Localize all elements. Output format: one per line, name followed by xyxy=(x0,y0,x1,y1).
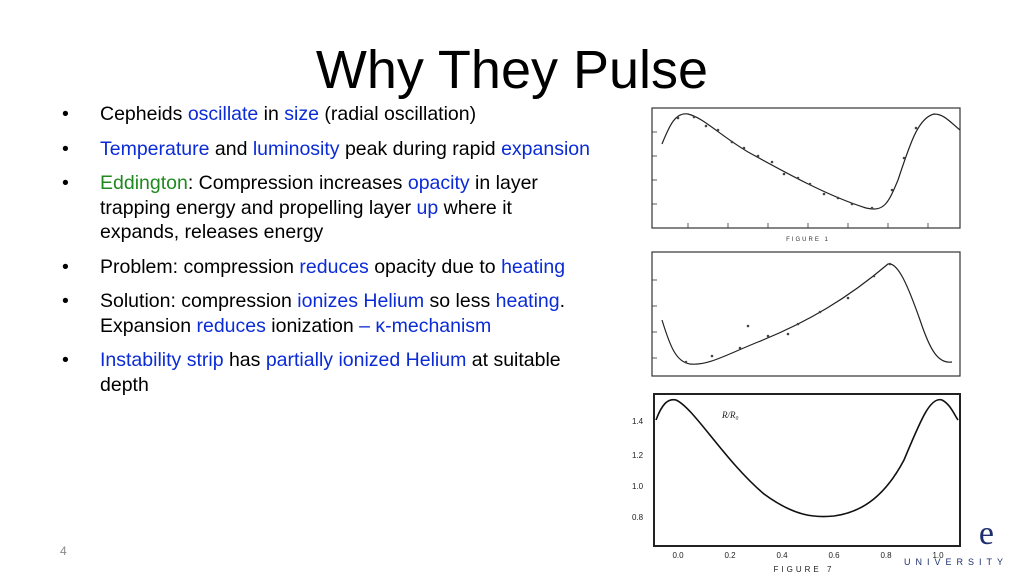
bullet-text: and xyxy=(209,137,253,160)
bullet-dot-icon: • xyxy=(62,137,69,160)
figure-frame xyxy=(651,251,961,377)
bullet-dot-icon: • xyxy=(62,290,69,312)
x-tick-label: 0.4 xyxy=(776,551,788,560)
logo-word: UNIVERSITY xyxy=(904,557,1009,567)
bullet-text: – κ-mechanism xyxy=(359,314,492,337)
bullet-item: • Solution: compression ionizes Helium so… xyxy=(62,289,592,338)
bullet-text: up xyxy=(416,196,439,219)
bullet-text: ionizes Helium xyxy=(297,290,425,312)
bullet-text: oscillate xyxy=(187,103,259,125)
bullet-list: • Cepheids oscillate in size (radial osci… xyxy=(62,102,592,407)
radius-curve-figure: 1.4 1.2 1.0 0.8 0.0 0.2 0.4 0.6 0.8 1.0 … xyxy=(624,390,968,576)
bullet-text: has xyxy=(223,349,266,371)
bullet-text: expansion xyxy=(501,137,590,160)
x-tick-label: 0.8 xyxy=(880,551,892,560)
bullet-text: peak during rapid xyxy=(339,137,502,160)
slide-title: Why They Pulse xyxy=(315,40,709,100)
logo-letter: e xyxy=(978,515,994,552)
bullet-dot-icon: • xyxy=(62,349,69,371)
bullet-item: • Cepheids oscillate in size (radial osci… xyxy=(62,102,592,127)
figure-ticks xyxy=(652,279,657,359)
x-tick-label: 0.0 xyxy=(672,551,684,560)
y-tick-label: 0.8 xyxy=(632,513,644,522)
y-tick-labels: 1.4 1.2 1.0 0.8 xyxy=(632,417,644,522)
bullet-item: • Temperature and luminosity peak during … xyxy=(62,137,592,162)
bullet-text: in xyxy=(258,103,285,125)
bullet-text: Eddington xyxy=(100,172,188,194)
bullet-text: Solution: compression xyxy=(100,290,298,312)
university-logo: e UNIVERSITY xyxy=(904,516,1008,572)
figure-frame xyxy=(651,107,961,229)
y-tick-label: 1.0 xyxy=(632,482,644,491)
bullet-text: in layer trapping energy and propelling … xyxy=(100,172,538,219)
bullet-text: size xyxy=(284,103,319,125)
x-tick-label: 0.2 xyxy=(724,551,736,560)
bullet-text: ionization xyxy=(265,314,360,337)
bullet-text: Instability strip xyxy=(100,349,224,371)
bullet-dot-icon: • xyxy=(62,172,69,194)
bullet-text: heating xyxy=(501,255,566,278)
bullet-text: so less xyxy=(424,290,496,312)
bullet-text: (radial oscillation) xyxy=(318,103,477,125)
bullet-text: reduces xyxy=(196,314,266,337)
bullet-text: partially ionized Helium xyxy=(265,349,467,371)
bullet-dot-icon: • xyxy=(62,103,69,125)
y-tick-label: 1.2 xyxy=(632,451,644,460)
bullet-text: Temperature xyxy=(100,137,210,160)
bullet-text: opacity xyxy=(407,172,470,194)
bullet-text: luminosity xyxy=(252,137,340,160)
figure-frame xyxy=(653,393,961,547)
light-curve-figure: FIGURE 1 xyxy=(648,104,966,244)
bullet-item: • Instability strip has partially ionized… xyxy=(62,348,592,397)
bullet-text: Problem: compression xyxy=(100,255,300,278)
bullet-text: Cepheids xyxy=(100,103,188,125)
bullet-text: where it expands, releases energy xyxy=(100,196,512,244)
light-curve-points xyxy=(676,115,918,210)
bullet-text: . Expansion xyxy=(100,290,566,337)
figure-ticks xyxy=(652,131,929,228)
bullet-item: • Problem: compression reduces opacity du… xyxy=(62,255,592,280)
bullet-text: heating xyxy=(495,290,560,312)
x-tick-label: 0.6 xyxy=(828,551,840,560)
velocity-curve-line xyxy=(661,263,953,365)
y-tick-label: 1.4 xyxy=(632,417,644,426)
bullet-text: opacity due to xyxy=(368,255,502,278)
radius-curve-line xyxy=(655,398,959,518)
bullet-text: reduces xyxy=(299,255,369,278)
page-number: 4 xyxy=(60,544,67,558)
velocity-curve-points xyxy=(684,262,892,364)
bullet-dot-icon: • xyxy=(62,255,69,278)
figure-caption: FIGURE 1 xyxy=(786,237,830,243)
figure-caption: FIGURE 7 xyxy=(774,565,835,574)
bullet-item: • Eddington: Compression increases opacit… xyxy=(62,171,592,245)
velocity-curve-figure xyxy=(648,250,966,382)
bullet-text: : Compression increases xyxy=(187,172,408,194)
light-curve-line xyxy=(661,113,961,210)
x-tick-label: 1.0 xyxy=(932,551,944,560)
curve-label: R/R₀ xyxy=(721,410,739,420)
bullet-text: at suitable depth xyxy=(100,349,561,396)
x-tick-labels: 0.0 0.2 0.4 0.6 0.8 1.0 xyxy=(672,551,944,560)
